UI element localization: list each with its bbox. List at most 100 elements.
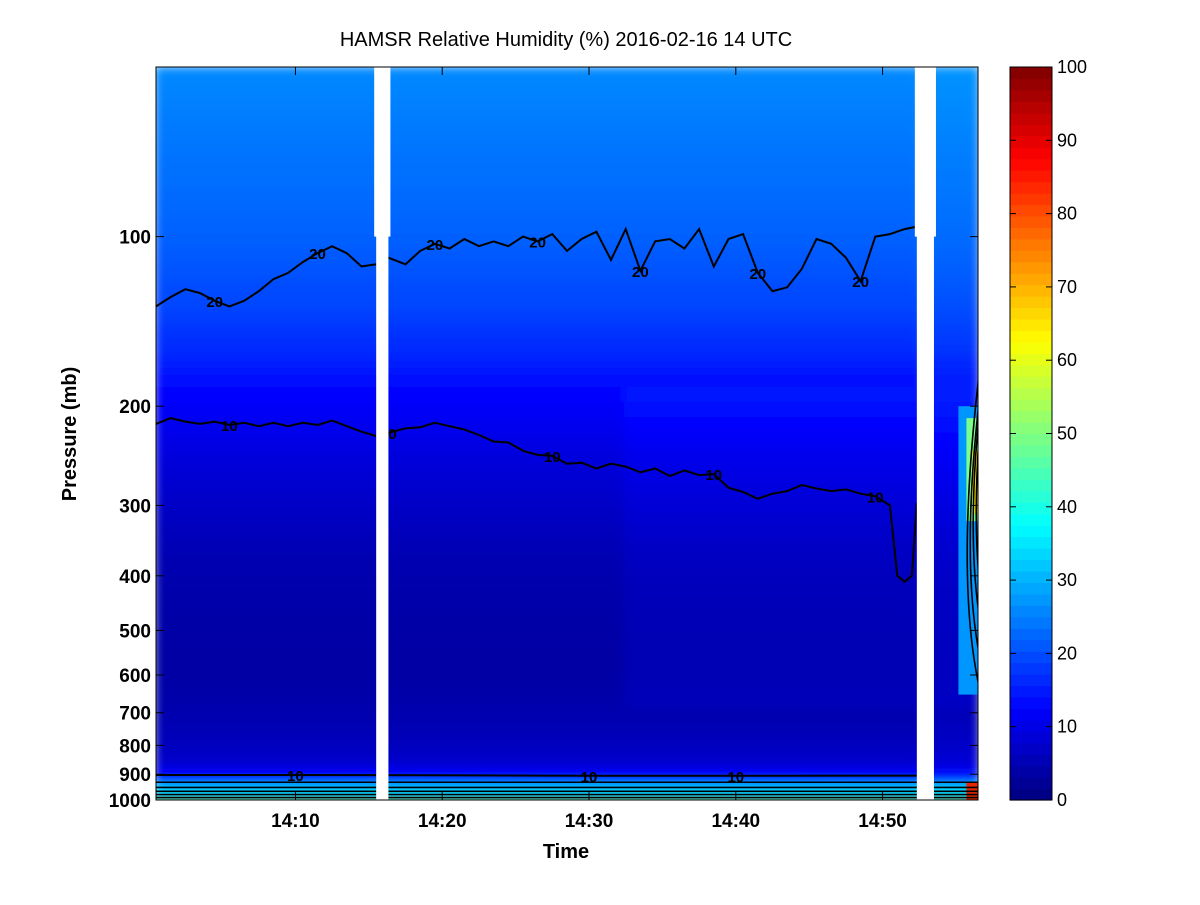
field-cell: [506, 569, 569, 588]
field-cell: [212, 67, 276, 84]
field-cell: [682, 585, 746, 603]
field-cell: [271, 279, 335, 298]
field-cell: [156, 707, 217, 725]
field-cell: [565, 646, 628, 664]
field-cell: [506, 737, 569, 756]
colorbar-swatch: [1010, 605, 1052, 618]
field-cell: [858, 554, 922, 572]
field-cell: [741, 67, 804, 84]
field-cell: [799, 67, 863, 84]
field-cell: [682, 768, 746, 786]
field-cell: [156, 249, 217, 267]
field-cell: [565, 340, 628, 359]
field-cell: [565, 585, 628, 603]
colorbar-swatch: [1010, 147, 1052, 160]
colorbar-swatch: [1010, 112, 1052, 125]
field-cell: [156, 646, 217, 664]
field-cell: [506, 401, 569, 420]
field-cell: [623, 96, 687, 114]
field-cell: [506, 554, 569, 572]
field-cell: [858, 127, 922, 145]
field-cell: [858, 371, 922, 389]
field-cell: [388, 127, 452, 145]
field-cell: [506, 600, 569, 618]
field-cell: [682, 386, 746, 404]
field-cell: [565, 493, 628, 511]
field-cell: [388, 493, 452, 511]
field-cell: [682, 417, 746, 435]
contour-line: [966, 376, 978, 686]
colorbar-swatch: [1010, 788, 1052, 801]
field-cell: [506, 676, 569, 695]
field-cell: [858, 676, 922, 695]
field-cell: [212, 753, 276, 771]
colorbar-swatch: [1010, 696, 1052, 709]
field-cell: [212, 569, 276, 588]
field-cell: [623, 325, 687, 343]
field-cell: [506, 340, 569, 359]
field-cell: [271, 478, 335, 496]
field-cell: [447, 111, 511, 130]
field-cell: [506, 524, 569, 542]
field-cell: [156, 463, 217, 481]
field-cell: [447, 67, 511, 84]
field-cell: [682, 310, 746, 328]
field-cell: [858, 524, 922, 542]
field-cell: [623, 371, 687, 389]
field-cell: [271, 417, 335, 435]
colorbar-swatch: [1010, 467, 1052, 480]
field-cell: [565, 753, 628, 771]
field-cell: [565, 386, 628, 404]
field-cell: [799, 676, 863, 695]
field-cell: [212, 631, 276, 649]
contour-label: 10: [544, 449, 561, 466]
field-cell: [741, 157, 804, 175]
field-cell: [212, 737, 276, 756]
field-cell: [858, 661, 922, 679]
field-cell: [506, 325, 569, 343]
field-cell: [623, 493, 687, 511]
field-cell: [858, 264, 922, 282]
field-cell: [741, 600, 804, 618]
field-cell: [271, 371, 335, 389]
field-cell: [271, 524, 335, 542]
contour-label: 20: [749, 266, 766, 283]
field-cell: [388, 539, 452, 557]
field-cell: [799, 554, 863, 572]
field-cell: [212, 325, 276, 343]
field-cell: [156, 218, 217, 236]
field-cell: [741, 310, 804, 328]
field-cell: [799, 279, 863, 298]
field-cell: [156, 600, 217, 618]
field-cell: [447, 401, 511, 420]
colorbar-swatch: [1010, 513, 1052, 526]
field-cell: [447, 96, 511, 114]
field-cell: [271, 386, 335, 404]
data-gaps: [374, 67, 936, 800]
field-cell: [799, 81, 863, 99]
field-cell: [682, 340, 746, 359]
field-cell: [447, 615, 511, 634]
field-cell: [212, 676, 276, 695]
field-cell: [388, 264, 452, 282]
field-cell: [388, 722, 452, 740]
field-cell: [212, 142, 276, 160]
colorbar-swatch: [1010, 364, 1052, 377]
field-cell: [271, 172, 335, 191]
field-cell: [799, 188, 863, 206]
field-cell: [565, 524, 628, 542]
colorbar-swatch: [1010, 548, 1052, 561]
field-cell: [741, 111, 804, 130]
field-cell: [506, 631, 569, 649]
field-cell: [858, 157, 922, 175]
field-cell: [858, 111, 922, 130]
field-cell: [741, 142, 804, 160]
field-cell: [388, 463, 452, 481]
field-cell: [388, 203, 452, 221]
field-cell: [156, 615, 217, 634]
field-cell: [271, 325, 335, 343]
field-cell: [799, 447, 863, 466]
field-cell: [447, 157, 511, 175]
contour-label: 20: [427, 237, 444, 254]
field-cell: [506, 356, 569, 374]
